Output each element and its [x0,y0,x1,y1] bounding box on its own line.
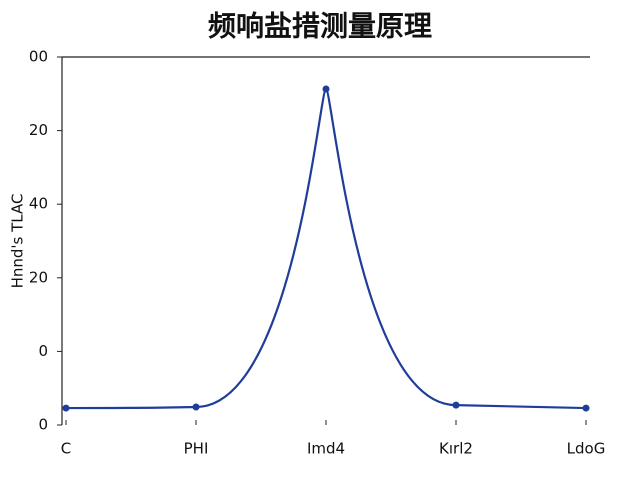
point [452,401,460,409]
y-tick-label: 20 [29,121,48,139]
x-tick-label: C [61,440,71,458]
y-tick-label: 00 [29,48,48,66]
x-tick-label: Kırl2 [439,440,473,458]
y-tick-label: 0 [38,342,48,360]
x-tick-label: Imd4 [307,440,345,458]
point [192,403,200,411]
y-tick-label: 0 [38,416,48,434]
y-tick-label: 20 [29,268,48,286]
y-tick-label: 40 [29,195,48,213]
line [65,87,587,410]
y-axis-label: Hnnd's TLAC [9,194,27,289]
x-tick-label: PHI [184,440,209,458]
x-tick-label: LdoG [567,440,606,458]
chart-title: 频响盐措测量原理 [208,10,432,43]
point [322,85,330,93]
point [582,404,590,412]
point [62,404,70,412]
